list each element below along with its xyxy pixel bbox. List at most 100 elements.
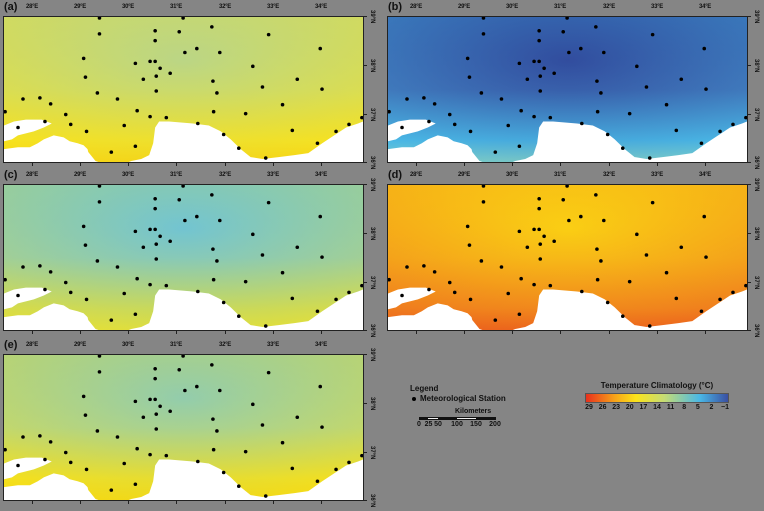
meteorological-station-marker	[115, 435, 120, 439]
meteorological-station-marker	[481, 32, 486, 36]
meteorological-station-marker	[260, 253, 265, 257]
meteorological-station-marker	[594, 193, 598, 197]
meteorological-station-marker	[432, 102, 437, 106]
meteorological-station-marker	[427, 287, 431, 292]
longitude-tick-label: 33°E	[651, 4, 663, 10]
meteorological-station-marker	[422, 264, 426, 268]
longitude-tick	[32, 501, 33, 504]
meteorological-station-marker	[153, 29, 157, 33]
meteorological-station-marker	[621, 314, 625, 318]
meteorological-station-marker	[360, 283, 363, 288]
meteorological-station-marker	[221, 300, 226, 305]
temperature-surface	[4, 17, 363, 162]
meteorological-station-marker	[499, 265, 504, 269]
longitude-tick	[176, 331, 177, 334]
meteorological-station-marker	[744, 115, 747, 120]
latitude-tick-label: 37°N	[369, 446, 375, 460]
longitude-tick-label: 29°E	[458, 4, 470, 10]
meteorological-station-marker	[602, 50, 606, 55]
longitude-tick-label: 32°E	[219, 172, 231, 178]
meteorological-station-marker	[97, 17, 102, 20]
meteorological-station-marker	[542, 234, 546, 239]
meteorological-station-marker	[263, 156, 268, 160]
longitude-tick	[416, 331, 417, 334]
meteorological-station-marker	[135, 276, 139, 281]
latitude-tick	[364, 282, 367, 283]
meteorological-station-marker	[718, 129, 722, 134]
meteorological-station-marker	[260, 85, 265, 89]
colorbar-tick-label: 11	[666, 404, 675, 411]
meteorological-station-marker	[605, 300, 610, 305]
longitude-tick-label: 28°E	[410, 172, 422, 178]
meteorological-station-marker	[650, 200, 655, 205]
meteorological-station-marker	[290, 296, 295, 301]
meteorological-station-marker	[347, 122, 351, 127]
meteorological-station-marker	[565, 185, 569, 188]
meteorological-station-marker	[243, 111, 248, 116]
meteorological-station-marker	[158, 404, 162, 409]
meteorological-station-marker	[731, 122, 735, 127]
meteorological-station-marker	[679, 77, 684, 82]
meteorological-station-marker	[561, 198, 566, 202]
meteorological-station-marker	[405, 265, 409, 269]
latitude-tick	[364, 500, 367, 501]
meteorological-station-marker	[164, 453, 169, 458]
meteorological-station-marker	[218, 218, 222, 223]
meteorological-station-marker	[493, 150, 498, 154]
meteorological-station-marker	[468, 297, 473, 302]
colorbar-tick-label: 20	[625, 404, 634, 411]
meteorological-station-marker	[84, 129, 89, 134]
meteorological-station-marker	[517, 61, 522, 66]
meteorological-station-marker	[290, 466, 295, 471]
longitude-tick-label: 34°E	[699, 4, 711, 10]
latitude-tick-label: 37°N	[369, 276, 375, 290]
longitude-tick-label: 28°E	[26, 4, 38, 10]
meteorological-station-marker	[195, 214, 199, 219]
scale-bar-labels: 0 25 50 100 150 200	[416, 421, 506, 430]
latitude-tick	[748, 233, 751, 234]
longitude-tick-label: 29°E	[74, 342, 86, 348]
meteorological-station-marker	[704, 87, 708, 91]
meteorological-station-marker	[537, 227, 541, 232]
sea-area	[388, 119, 747, 162]
meteorological-station-marker	[43, 119, 47, 124]
meteorological-station-marker	[211, 79, 215, 83]
latitude-tick	[364, 184, 367, 185]
meteorological-station-marker	[532, 114, 536, 119]
meteorological-station-marker	[83, 75, 88, 79]
longitude-tick-label: 28°E	[410, 4, 422, 10]
meteorological-station-marker	[4, 277, 7, 282]
longitude-tick	[80, 163, 81, 166]
meteorological-station-marker	[280, 270, 285, 275]
latitude-tick	[748, 184, 751, 185]
longitude-tick	[273, 163, 274, 166]
meteorological-station-marker	[452, 122, 457, 127]
scale-bar-title: Kilometers	[455, 408, 492, 415]
map-frame	[3, 354, 364, 501]
meteorological-station-marker	[481, 185, 486, 188]
meteorological-station-marker	[148, 59, 152, 64]
meteorological-station-marker	[133, 482, 138, 486]
meteorological-station-marker	[38, 264, 42, 268]
meteorological-station-marker	[295, 77, 300, 82]
meteorological-station-marker	[465, 56, 470, 61]
longitude-tick	[609, 163, 610, 166]
meteorological-station-marker	[210, 363, 214, 367]
meteorological-station-marker	[211, 447, 216, 452]
meteorological-station-marker	[664, 270, 669, 275]
meteorological-station-marker	[290, 128, 295, 133]
meteorological-station-marker	[148, 114, 152, 119]
meteorological-station-marker	[537, 206, 541, 211]
meteorological-station-marker	[148, 397, 152, 402]
meteorological-station-marker	[467, 243, 472, 247]
meteorological-station-marker	[68, 122, 73, 127]
meteorological-station-marker	[334, 129, 338, 134]
meteorological-station-marker	[135, 108, 139, 113]
colorbar-tick-labels: 29 26 23 20 17 14 11 8 5 2 −1	[585, 403, 729, 412]
longitude-tick	[321, 163, 322, 166]
longitude-tick	[176, 163, 177, 166]
longitude-tick	[705, 331, 706, 334]
station-marker-icon	[412, 396, 416, 401]
meteorological-station-marker	[38, 434, 42, 438]
meteorological-station-marker	[153, 397, 157, 402]
